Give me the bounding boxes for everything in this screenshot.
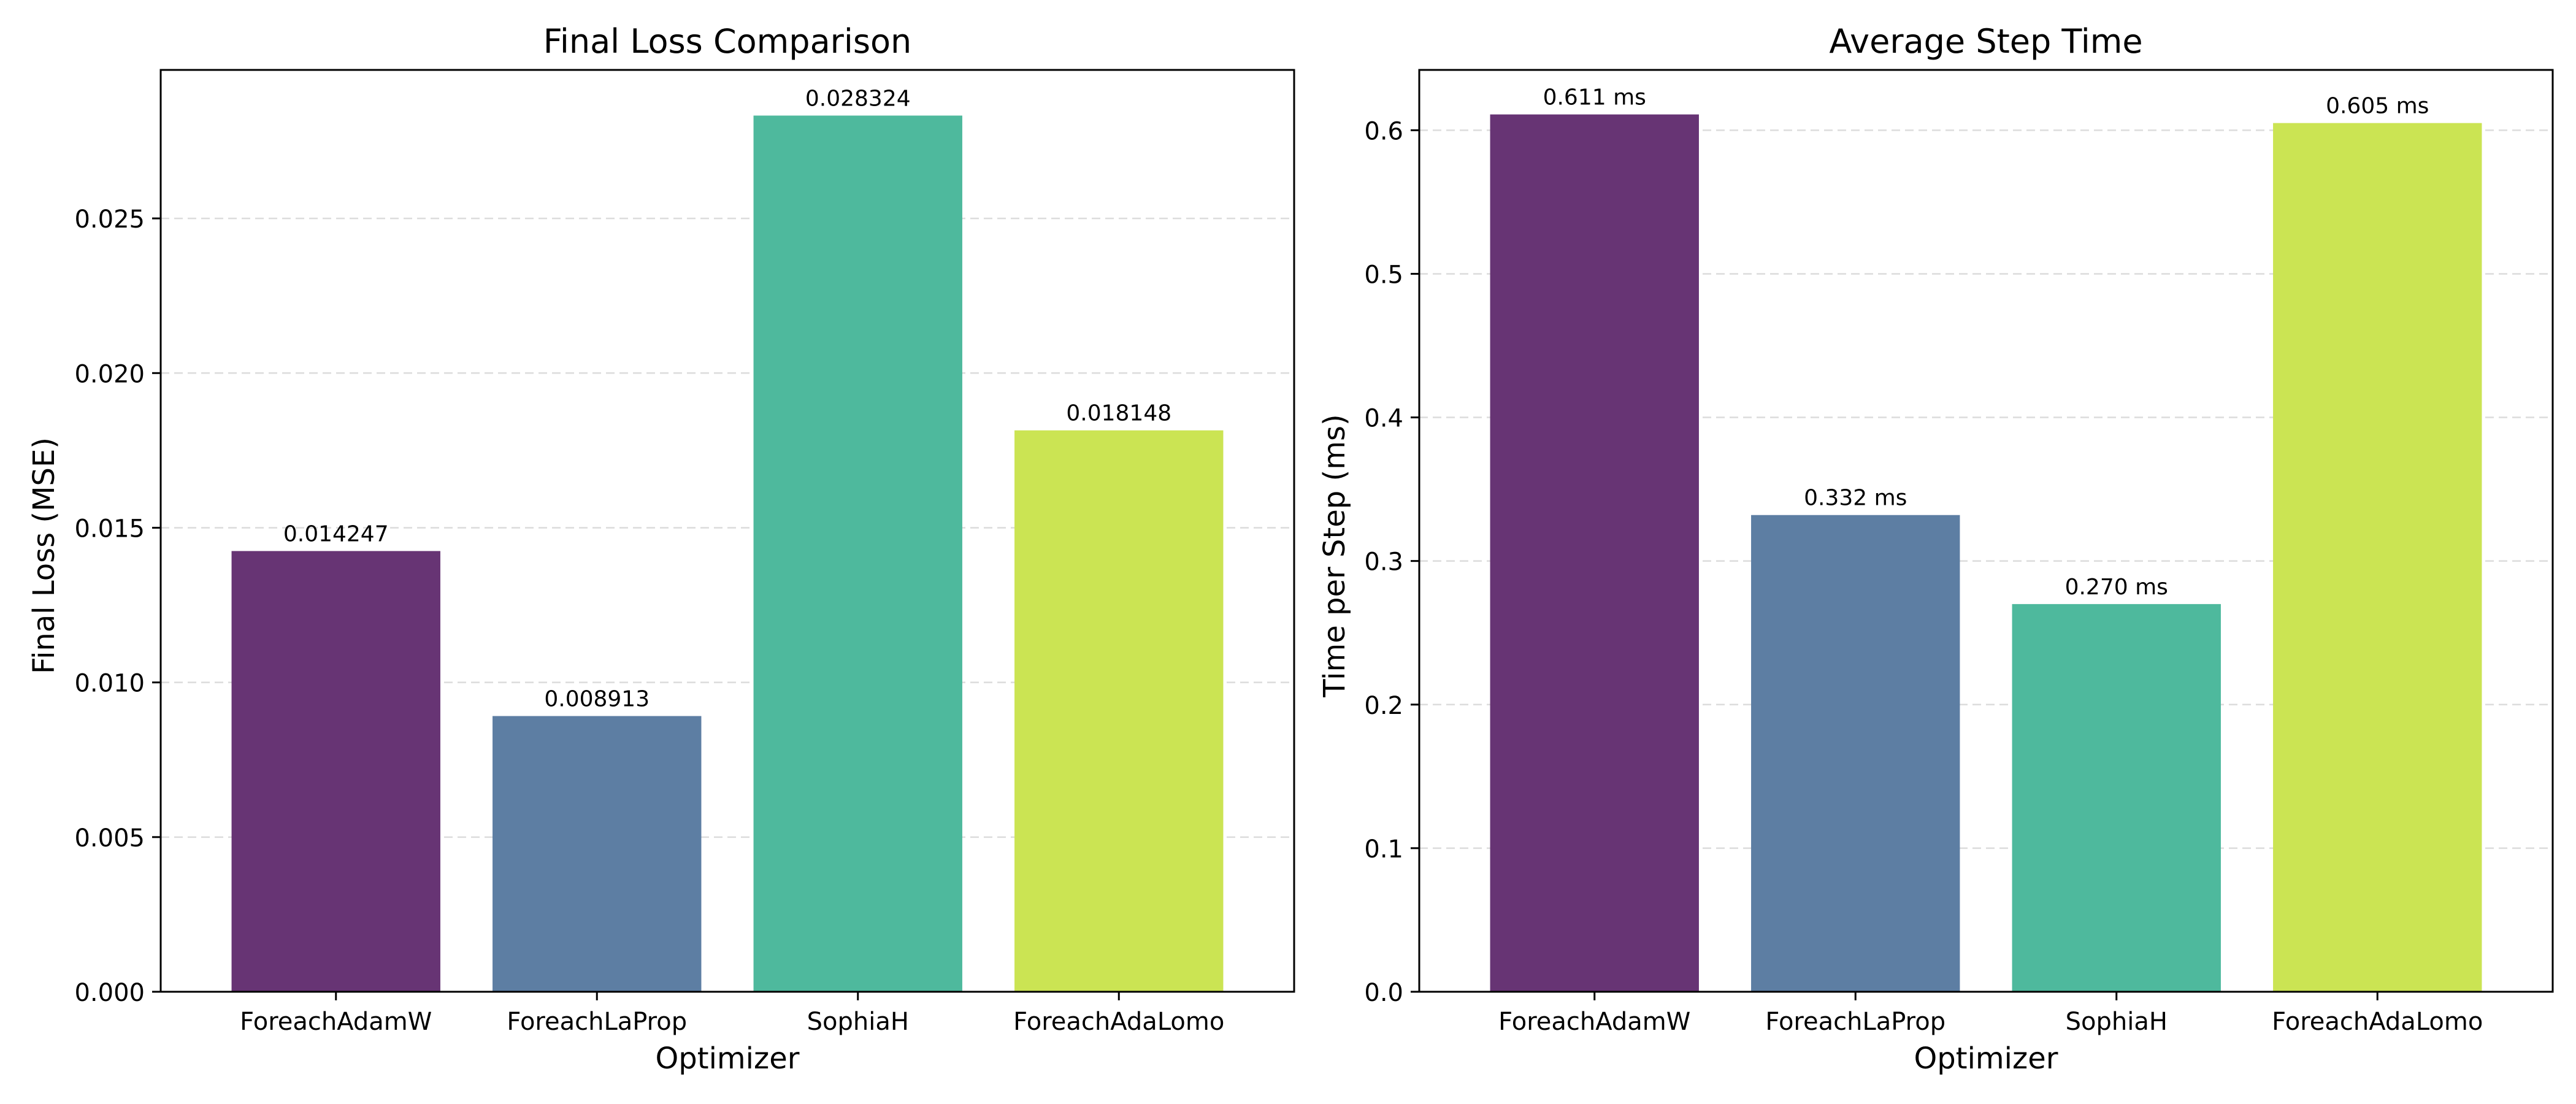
bar — [2273, 123, 2482, 992]
bar — [1014, 430, 1224, 992]
axis-ticks: 0.0 0.1 0.2 0.3 0.4 0.5 0.6 ForeachAdamW Foreach… — [1364, 117, 2483, 1036]
data-label: 0.270 ms — [2065, 575, 2168, 600]
data-label: 0.605 ms — [2326, 94, 2429, 119]
bar — [753, 115, 962, 992]
value-labels: 0.611 ms 0.332 ms 0.270 ms 0.605 ms — [1543, 85, 2429, 600]
y-tick-label: 0.015 — [74, 515, 145, 543]
bars — [231, 115, 1224, 992]
x-tick-label: ForeachAdamW — [1498, 1008, 1690, 1036]
x-tick-label: SophiaH — [2066, 1008, 2168, 1036]
data-label: 0.008913 — [544, 686, 650, 711]
data-label: 0.014247 — [283, 521, 389, 546]
y-tick-label: 0.020 — [74, 360, 145, 388]
x-tick-label: ForeachAdaLomo — [1013, 1008, 1224, 1036]
bar — [1490, 114, 1699, 992]
x-tick-label: ForeachAdamW — [240, 1008, 432, 1036]
y-tick-label: 0.6 — [1364, 117, 1403, 145]
chart-title: Final Loss Comparison — [543, 22, 912, 61]
x-tick-label: ForeachLaProp — [1765, 1008, 1945, 1036]
data-label: 0.028324 — [805, 86, 911, 111]
y-tick-label: 0.1 — [1364, 835, 1403, 864]
axis-ticks: 0.000 0.005 0.010 0.015 0.020 0.025 ForeachAda… — [74, 205, 1224, 1036]
y-axis-label: Time per Step (ms) — [1317, 414, 1352, 697]
data-label: 0.332 ms — [1804, 486, 1907, 511]
bar — [2012, 604, 2221, 992]
data-label: 0.611 ms — [1543, 85, 1646, 110]
y-tick-label: 0.005 — [74, 824, 145, 853]
x-tick-label: ForeachAdaLomo — [2272, 1008, 2483, 1036]
x-axis-label: Optimizer — [656, 1041, 800, 1076]
y-tick-label: 0.0 — [1364, 979, 1403, 1007]
chart-panel-step-time: Average Step Time Optimizer Time per Ste… — [1317, 22, 2554, 1076]
chart-panel-final-loss: Final Loss Comparison Optimizer Final Lo… — [27, 22, 1295, 1076]
chart-title: Average Step Time — [1829, 22, 2142, 61]
data-label: 0.018148 — [1066, 401, 1171, 426]
y-tick-label: 0.2 — [1364, 692, 1403, 720]
bars — [1490, 114, 2482, 992]
y-tick-label: 0.3 — [1364, 548, 1403, 577]
plot-frame — [1418, 69, 2554, 993]
x-tick-label: ForeachLaProp — [507, 1008, 687, 1036]
y-tick-label: 0.025 — [74, 205, 145, 234]
bar — [493, 716, 702, 992]
x-axis-label: Optimizer — [1914, 1041, 2058, 1076]
y-tick-label: 0.000 — [74, 979, 145, 1007]
x-tick-label: SophiaH — [807, 1008, 909, 1036]
y-tick-label: 0.4 — [1364, 405, 1403, 433]
bar — [231, 551, 440, 992]
y-tick-label: 0.010 — [74, 670, 145, 698]
plot-frame — [159, 69, 1295, 993]
bar — [1751, 515, 1960, 992]
value-labels: 0.014247 0.008913 0.028324 0.018148 — [283, 86, 1171, 711]
y-tick-label: 0.5 — [1364, 261, 1403, 289]
y-axis-label: Final Loss (MSE) — [27, 437, 61, 674]
